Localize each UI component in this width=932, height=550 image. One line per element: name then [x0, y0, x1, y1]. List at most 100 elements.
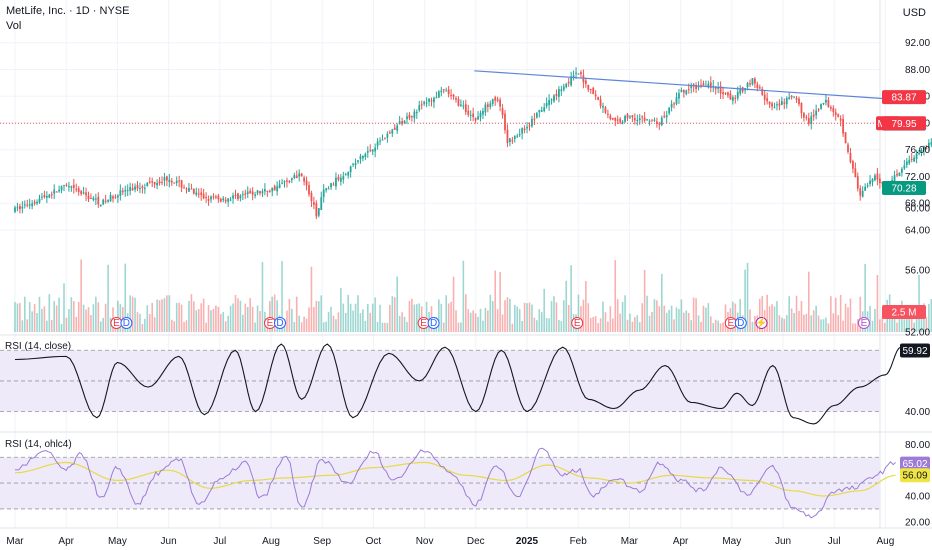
volume-bar [906, 311, 908, 332]
volume-bar [805, 313, 808, 332]
price-tick-label: 72.00 [905, 172, 930, 183]
volume-bar [349, 303, 352, 332]
volume-bar [104, 303, 107, 332]
candle-body [50, 194, 53, 196]
volume-bar [808, 271, 810, 332]
volume-bar [665, 312, 668, 332]
candle-body [97, 196, 100, 205]
volume-bar [592, 316, 594, 332]
event-badge-E [857, 317, 870, 329]
candle-body [636, 120, 639, 122]
volume-bar [783, 318, 786, 332]
rsi-close-legend[interactable]: RSI (14, close) [5, 341, 72, 352]
candle-body [768, 101, 771, 105]
candle-body [516, 135, 519, 137]
candle-body [861, 191, 864, 197]
volume-bar [692, 297, 695, 332]
candle-body [256, 190, 259, 194]
volume-bar [822, 319, 825, 332]
volume-bar [646, 295, 648, 332]
candle-body [477, 116, 479, 120]
volume-bar [494, 270, 496, 332]
volume-bar [612, 318, 614, 332]
candle-body [325, 188, 328, 191]
volume-bar [352, 310, 354, 332]
volume-bar [217, 306, 220, 332]
candle-body [663, 116, 666, 118]
candle-body [134, 186, 136, 190]
candle-body [621, 121, 624, 124]
volume-tick-label: 56.00 [905, 266, 930, 277]
volume-bar [653, 299, 656, 332]
candle-body [538, 109, 541, 113]
event-badge-label: ⚡ [755, 316, 767, 329]
candle-body [376, 141, 379, 146]
candle-body [825, 99, 827, 103]
candle-body [849, 152, 852, 163]
time-tick-label: Dec [467, 536, 485, 547]
volume-bar [477, 316, 479, 332]
candle-body [702, 83, 705, 86]
time-tick-label: Apr [673, 536, 689, 547]
volume-bar [50, 319, 53, 332]
candle-body [192, 188, 195, 194]
volume-bar [131, 296, 134, 332]
candle-body [714, 86, 717, 90]
volume-bar [239, 300, 242, 332]
volume-bar [447, 303, 450, 332]
candle-body [565, 83, 568, 88]
rsi-ohlc4-legend[interactable]: RSI (14, ohlc4) [5, 439, 72, 450]
candle-body [479, 112, 482, 118]
volume-bar [511, 323, 514, 332]
volume-bar [291, 308, 293, 332]
candle-body [793, 96, 795, 98]
candle-body [925, 147, 928, 149]
volume-bar [501, 314, 504, 332]
candle-body [913, 157, 916, 162]
candle-body [817, 109, 820, 111]
candle-body [587, 84, 590, 90]
candle-body [77, 188, 80, 192]
volume-bar [77, 301, 80, 332]
candle-body [237, 193, 239, 200]
volume-bar [830, 296, 832, 332]
event-badge-label: E [574, 318, 581, 329]
volume-bar [724, 304, 727, 332]
candle-body [166, 176, 168, 181]
volume-bar [484, 307, 487, 332]
volume-bar [531, 304, 533, 332]
volume-bar [134, 297, 136, 332]
volume-bar [482, 320, 484, 332]
candle-body [112, 196, 114, 199]
candle-body [288, 180, 291, 183]
rsi-ohlc4-tick: 80.00 [905, 440, 930, 451]
candle-body [820, 104, 822, 109]
candle-body [607, 113, 609, 115]
volume-bar [16, 303, 19, 332]
volume-bar [28, 302, 31, 332]
volume-bar [425, 301, 428, 332]
candle-body [413, 111, 416, 119]
candle-body [641, 116, 644, 118]
volume-bar [567, 304, 570, 332]
volume-bar [308, 307, 310, 332]
candle-body [403, 120, 406, 123]
volume-bar [744, 269, 746, 332]
currency-label[interactable]: USD [902, 7, 926, 19]
candle-body [31, 203, 34, 207]
volume-bar [465, 294, 467, 332]
time-tick-label: Jul [213, 536, 226, 547]
volume-bar [347, 294, 349, 332]
volume-bar [340, 288, 342, 332]
candle-body [780, 101, 783, 105]
candle-body [876, 173, 879, 180]
candle-body [673, 103, 675, 105]
volume-bar [881, 316, 884, 332]
candle-body [526, 126, 528, 129]
volume-bar [195, 310, 198, 332]
volume-bar [406, 321, 408, 332]
rsi-ohlc4-value: 65.02 [902, 459, 927, 470]
volume-bar [918, 275, 920, 332]
candle-body [94, 198, 97, 200]
